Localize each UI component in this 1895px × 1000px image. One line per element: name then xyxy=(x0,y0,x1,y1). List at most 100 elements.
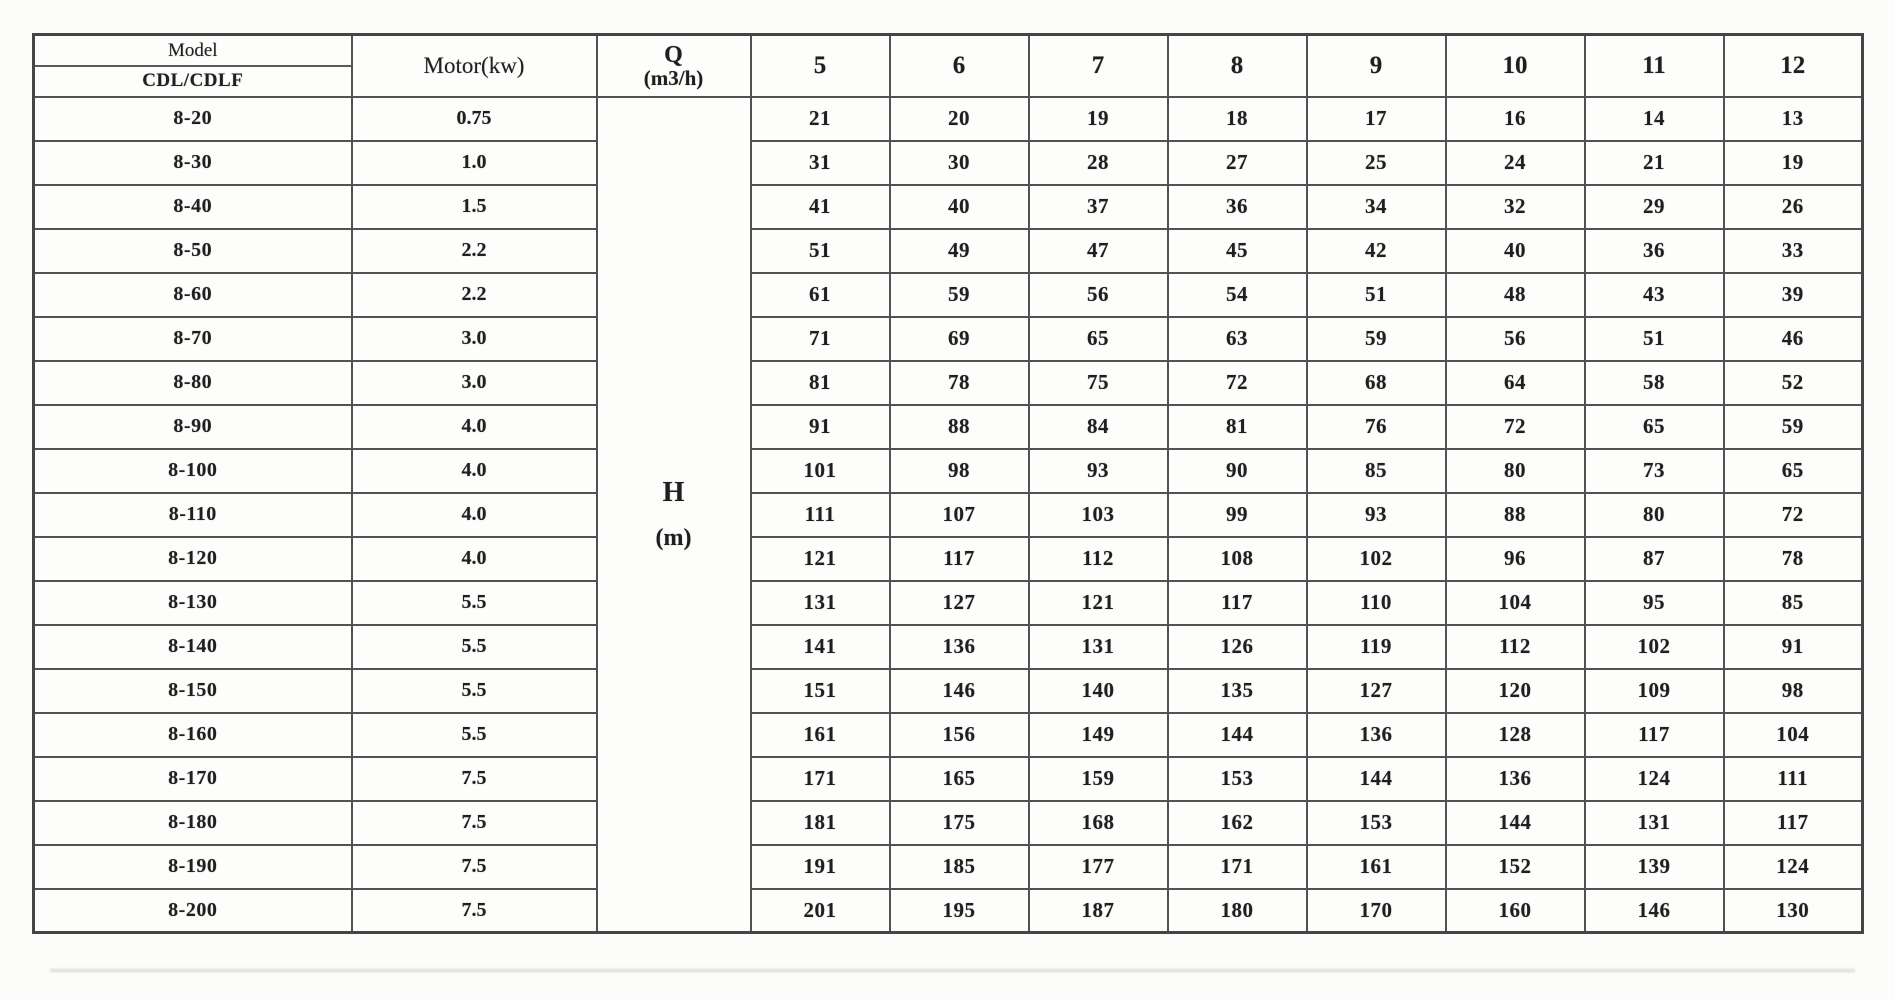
head-value-cell: 162 xyxy=(1166,799,1308,846)
head-value-cell: 20 xyxy=(888,95,1030,142)
head-value-cell: 144 xyxy=(1444,799,1586,846)
motor-cell: 1.5 xyxy=(350,183,598,230)
head-value-cell: 76 xyxy=(1305,403,1447,450)
motor-cell: 0.75 xyxy=(350,95,598,142)
head-value-cell: 111 xyxy=(749,491,891,538)
head-value-cell: 104 xyxy=(1444,579,1586,626)
head-value-cell: 90 xyxy=(1166,447,1308,494)
flow-column-header: 7 xyxy=(1027,33,1169,98)
table-row: 8-130 5.5 131 127 121 117 110 104 95 85 xyxy=(32,579,1864,626)
flow-column-header: 9 xyxy=(1305,33,1447,98)
head-value-cell: 36 xyxy=(1166,183,1308,230)
head-value-cell: 13 xyxy=(1722,95,1864,142)
head-value-cell: 51 xyxy=(1583,315,1725,362)
head-value-cell: 91 xyxy=(749,403,891,450)
table-body: 8-20 0.75 H (m) 21 20 19 18 17 16 14 13 8-30 1.0 31 30 2… xyxy=(32,95,1864,934)
head-value-cell: 124 xyxy=(1722,843,1864,890)
head-value-cell: 101 xyxy=(749,447,891,494)
head-value-cell: 51 xyxy=(749,227,891,274)
head-value-cell: 109 xyxy=(1583,667,1725,714)
flow-column-header: 10 xyxy=(1444,33,1586,98)
head-value-cell: 136 xyxy=(888,623,1030,670)
head-value-cell: 95 xyxy=(1583,579,1725,626)
flow-column-header: 5 xyxy=(749,33,891,98)
head-value-cell: 153 xyxy=(1305,799,1447,846)
head-value-cell: 72 xyxy=(1444,403,1586,450)
head-value-cell: 75 xyxy=(1027,359,1169,406)
table-row: 8-40 1.5 41 40 37 36 34 32 29 26 xyxy=(32,183,1864,230)
head-value-cell: 168 xyxy=(1027,799,1169,846)
head-value-cell: 149 xyxy=(1027,711,1169,758)
head-value-cell: 85 xyxy=(1722,579,1864,626)
motor-cell: 1.0 xyxy=(350,139,598,186)
table-row: 8-20 0.75 H (m) 21 20 19 18 17 16 14 13 xyxy=(32,95,1864,934)
head-value-cell: 110 xyxy=(1305,579,1447,626)
head-value-cell: 112 xyxy=(1444,623,1586,670)
head-value-cell: 121 xyxy=(749,535,891,582)
head-value-cell: 170 xyxy=(1305,887,1447,934)
head-value-cell: 128 xyxy=(1444,711,1586,758)
model-cell: 8-20 xyxy=(32,95,353,142)
head-value-cell: 98 xyxy=(888,447,1030,494)
table-row: 8-140 5.5 141 136 131 126 119 112 102 91 xyxy=(32,623,1864,670)
head-value-cell: 131 xyxy=(1027,623,1169,670)
head-value-cell: 80 xyxy=(1583,491,1725,538)
head-value-cell: 21 xyxy=(1583,139,1725,186)
head-value-cell: 151 xyxy=(749,667,891,714)
head-value-cell: 153 xyxy=(1166,755,1308,802)
head-value-cell: 185 xyxy=(888,843,1030,890)
model-series-label: CDL/CDLF xyxy=(142,69,244,91)
head-value-cell: 160 xyxy=(1444,887,1586,934)
motor-cell: 4.0 xyxy=(350,447,598,494)
head-value-cell: 108 xyxy=(1166,535,1308,582)
table-row: 8-100 4.0 101 98 93 90 85 80 73 65 xyxy=(32,447,1864,494)
head-value-cell: 175 xyxy=(888,799,1030,846)
table-row: 8-160 5.5 161 156 149 144 136 128 117 104 xyxy=(32,711,1864,758)
head-value-cell: 161 xyxy=(749,711,891,758)
head-value-cell: 117 xyxy=(1166,579,1308,626)
head-value-cell: 187 xyxy=(1027,887,1169,934)
model-cell: 8-140 xyxy=(32,623,353,670)
table-row: 8-110 4.0 111 107 103 99 93 88 80 72 xyxy=(32,491,1864,538)
head-value-cell: 17 xyxy=(1305,95,1447,142)
head-value-cell: 61 xyxy=(749,271,891,318)
head-value-cell: 36 xyxy=(1583,227,1725,274)
head-value-cell: 58 xyxy=(1583,359,1725,406)
flow-symbol-label: Q xyxy=(664,41,683,68)
head-value-cell: 87 xyxy=(1583,535,1725,582)
head-value-cell: 131 xyxy=(1583,799,1725,846)
model-cell: 8-70 xyxy=(32,315,353,362)
head-value-cell: 130 xyxy=(1722,887,1864,934)
head-value-cell: 152 xyxy=(1444,843,1586,890)
head-value-cell: 201 xyxy=(749,887,891,934)
model-cell: 8-200 xyxy=(32,887,353,934)
head-value-cell: 119 xyxy=(1305,623,1447,670)
table-row: 8-170 7.5 171 165 159 153 144 136 124 111 xyxy=(32,755,1864,802)
flow-unit-label: (m3/h) xyxy=(643,65,704,90)
head-value-cell: 69 xyxy=(888,315,1030,362)
motor-header-cell: Motor(kw) xyxy=(350,33,598,98)
head-value-cell: 84 xyxy=(1027,403,1169,450)
head-value-cell: 144 xyxy=(1166,711,1308,758)
head-value-cell: 146 xyxy=(888,667,1030,714)
model-cell: 8-80 xyxy=(32,359,353,406)
head-value-cell: 19 xyxy=(1722,139,1864,186)
head-value-cell: 56 xyxy=(1027,271,1169,318)
head-value-cell: 29 xyxy=(1583,183,1725,230)
motor-cell: 7.5 xyxy=(350,755,598,802)
table-row: 8-30 1.0 31 30 28 27 25 24 21 19 xyxy=(32,139,1864,186)
table-row: 8-60 2.2 61 59 56 54 51 48 43 39 xyxy=(32,271,1864,318)
motor-cell: 7.5 xyxy=(350,799,598,846)
head-value-cell: 59 xyxy=(888,271,1030,318)
flow-column-header: 12 xyxy=(1722,33,1864,98)
motor-cell: 5.5 xyxy=(350,711,598,758)
head-value-cell: 127 xyxy=(888,579,1030,626)
head-value-cell: 27 xyxy=(1166,139,1308,186)
model-cell: 8-40 xyxy=(32,183,353,230)
motor-cell: 5.5 xyxy=(350,667,598,714)
head-value-cell: 19 xyxy=(1027,95,1169,142)
model-header-cell: Model CDL/CDLF xyxy=(32,33,353,98)
